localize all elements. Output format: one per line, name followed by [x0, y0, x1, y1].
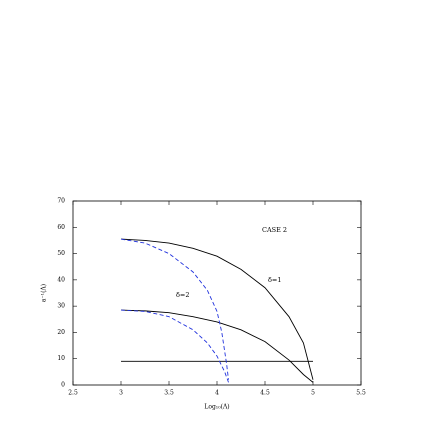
- annotation: CASE 2: [262, 226, 287, 234]
- y-tick-label: 50: [57, 250, 65, 257]
- x-tick-label: 5.5: [356, 390, 366, 397]
- x-tick-label: 3.5: [164, 390, 174, 397]
- y-axis-label: a⁻¹(Λ): [41, 284, 48, 302]
- y-tick-label: 10: [57, 355, 65, 362]
- y-tick-label: 20: [57, 329, 65, 336]
- y-tick-label: 30: [57, 303, 65, 310]
- curve: [120, 238, 229, 380]
- y-tick-label: 40: [57, 276, 65, 283]
- x-axis-label: Log₁₀(Λ): [204, 404, 229, 411]
- x-tick-label: 2.5: [68, 390, 78, 397]
- annotation: δ=1: [268, 276, 282, 284]
- annotation: δ=2: [176, 291, 190, 299]
- y-tick-label: 60: [57, 224, 65, 231]
- y-tick-label: 70: [57, 198, 65, 205]
- curve: [120, 309, 314, 383]
- plot-frame: [72, 200, 362, 386]
- x-tick-label: 5: [311, 390, 315, 397]
- x-tick-label: 4: [215, 390, 219, 397]
- curve: [120, 238, 314, 380]
- x-tick-label: 3: [119, 390, 123, 397]
- curve: [120, 309, 229, 383]
- y-tick-label: 0: [61, 382, 65, 389]
- x-tick-label: 4.5: [260, 390, 270, 397]
